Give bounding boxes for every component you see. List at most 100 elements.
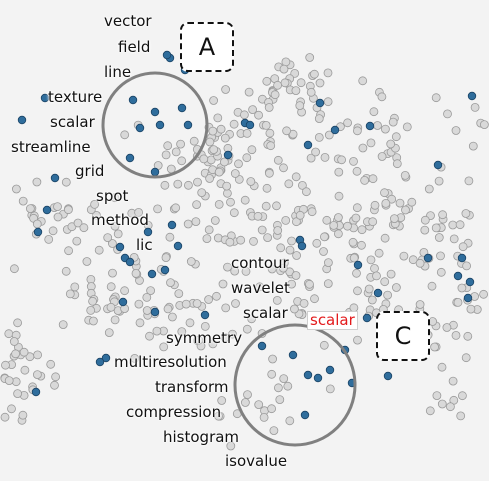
blue-point	[362, 313, 372, 323]
gray-point	[402, 122, 412, 132]
gray-point	[437, 399, 447, 409]
gray-point	[391, 283, 401, 292]
gray-point	[443, 109, 452, 119]
keyword-scalar-highlight[interactable]: scalar	[307, 311, 358, 330]
gray-point	[108, 268, 117, 278]
gray-point	[399, 251, 409, 261]
gray-point	[306, 87, 316, 97]
gray-point	[242, 153, 252, 163]
gray-point	[295, 210, 305, 220]
keyword-symmetry: symmetry	[166, 329, 243, 347]
gray-point	[4, 329, 14, 339]
lens-c[interactable]	[233, 323, 357, 447]
blue-point	[167, 220, 177, 230]
gray-point	[240, 195, 250, 205]
blue-point	[95, 357, 105, 367]
gray-point	[11, 184, 21, 194]
gray-point	[33, 350, 42, 360]
gray-point	[142, 292, 152, 302]
keyword-compression: compression	[126, 403, 222, 421]
keyword-texture: texture	[48, 88, 103, 106]
gray-point	[451, 126, 461, 135]
gray-point	[377, 152, 387, 161]
gray-point	[319, 232, 329, 242]
gray-point	[299, 298, 309, 308]
gray-point	[458, 242, 468, 252]
blue-point	[465, 277, 475, 287]
callout-a: A	[180, 22, 234, 72]
blue-point	[125, 257, 135, 267]
gray-point	[79, 223, 89, 233]
gray-point	[268, 354, 278, 364]
gray-point	[424, 184, 434, 194]
keyword-line: line	[104, 63, 132, 81]
gray-point	[11, 349, 21, 359]
gray-point	[273, 383, 283, 393]
gray-point	[430, 342, 440, 352]
gray-point	[161, 150, 171, 160]
gray-point	[18, 196, 28, 206]
gray-point	[61, 266, 71, 276]
gray-point	[301, 187, 311, 197]
gray-point	[311, 147, 321, 157]
gray-point	[266, 141, 276, 151]
gray-point	[267, 264, 277, 274]
keyword-field: field	[118, 38, 151, 56]
gray-point	[199, 154, 209, 164]
gray-point	[381, 198, 391, 208]
blue-point	[223, 150, 233, 160]
gray-point	[89, 316, 98, 326]
gray-point	[106, 282, 116, 292]
blue-point	[383, 371, 393, 381]
gray-point	[13, 389, 23, 399]
gray-point	[247, 145, 257, 155]
gray-point	[310, 294, 319, 304]
gray-point	[312, 238, 322, 248]
gray-point	[176, 139, 186, 149]
gray-point	[171, 203, 181, 213]
blue-point	[101, 353, 111, 363]
gray-point	[455, 220, 465, 230]
gray-point	[200, 321, 210, 331]
gray-point	[380, 277, 390, 287]
lens-a[interactable]	[101, 71, 209, 179]
gray-point	[58, 320, 68, 330]
gray-point	[220, 133, 230, 143]
gray-point	[53, 212, 63, 222]
gray-points-layer	[0, 53, 489, 451]
gray-point	[456, 411, 466, 421]
keyword-contour: contour	[231, 254, 289, 272]
gray-point	[108, 239, 117, 248]
gray-point	[420, 225, 430, 235]
gray-point	[408, 255, 418, 265]
gray-point	[210, 216, 220, 225]
gray-point	[13, 318, 23, 328]
gray-point	[152, 326, 162, 336]
gray-point	[110, 315, 120, 325]
gray-point	[183, 219, 193, 229]
gray-point	[370, 200, 380, 210]
gray-point	[50, 380, 59, 390]
gray-point	[259, 412, 269, 422]
gray-point	[228, 329, 237, 339]
gray-point	[276, 243, 286, 253]
gray-point	[113, 229, 123, 239]
gray-point	[214, 199, 224, 209]
gray-point	[364, 284, 374, 294]
gray-point	[261, 201, 271, 211]
gray-point	[257, 225, 267, 235]
gray-point	[236, 235, 246, 245]
gray-point	[246, 177, 256, 186]
blue-point	[183, 120, 193, 130]
gray-point	[369, 107, 379, 117]
gray-point	[267, 369, 277, 379]
gray-point	[453, 297, 463, 307]
gray-point	[205, 137, 215, 147]
gray-point	[186, 257, 196, 266]
gray-point	[242, 128, 252, 138]
gray-point	[380, 188, 389, 198]
gray-point	[425, 406, 435, 416]
gray-point	[204, 225, 214, 235]
gray-point	[261, 121, 271, 130]
gray-point	[352, 268, 361, 278]
